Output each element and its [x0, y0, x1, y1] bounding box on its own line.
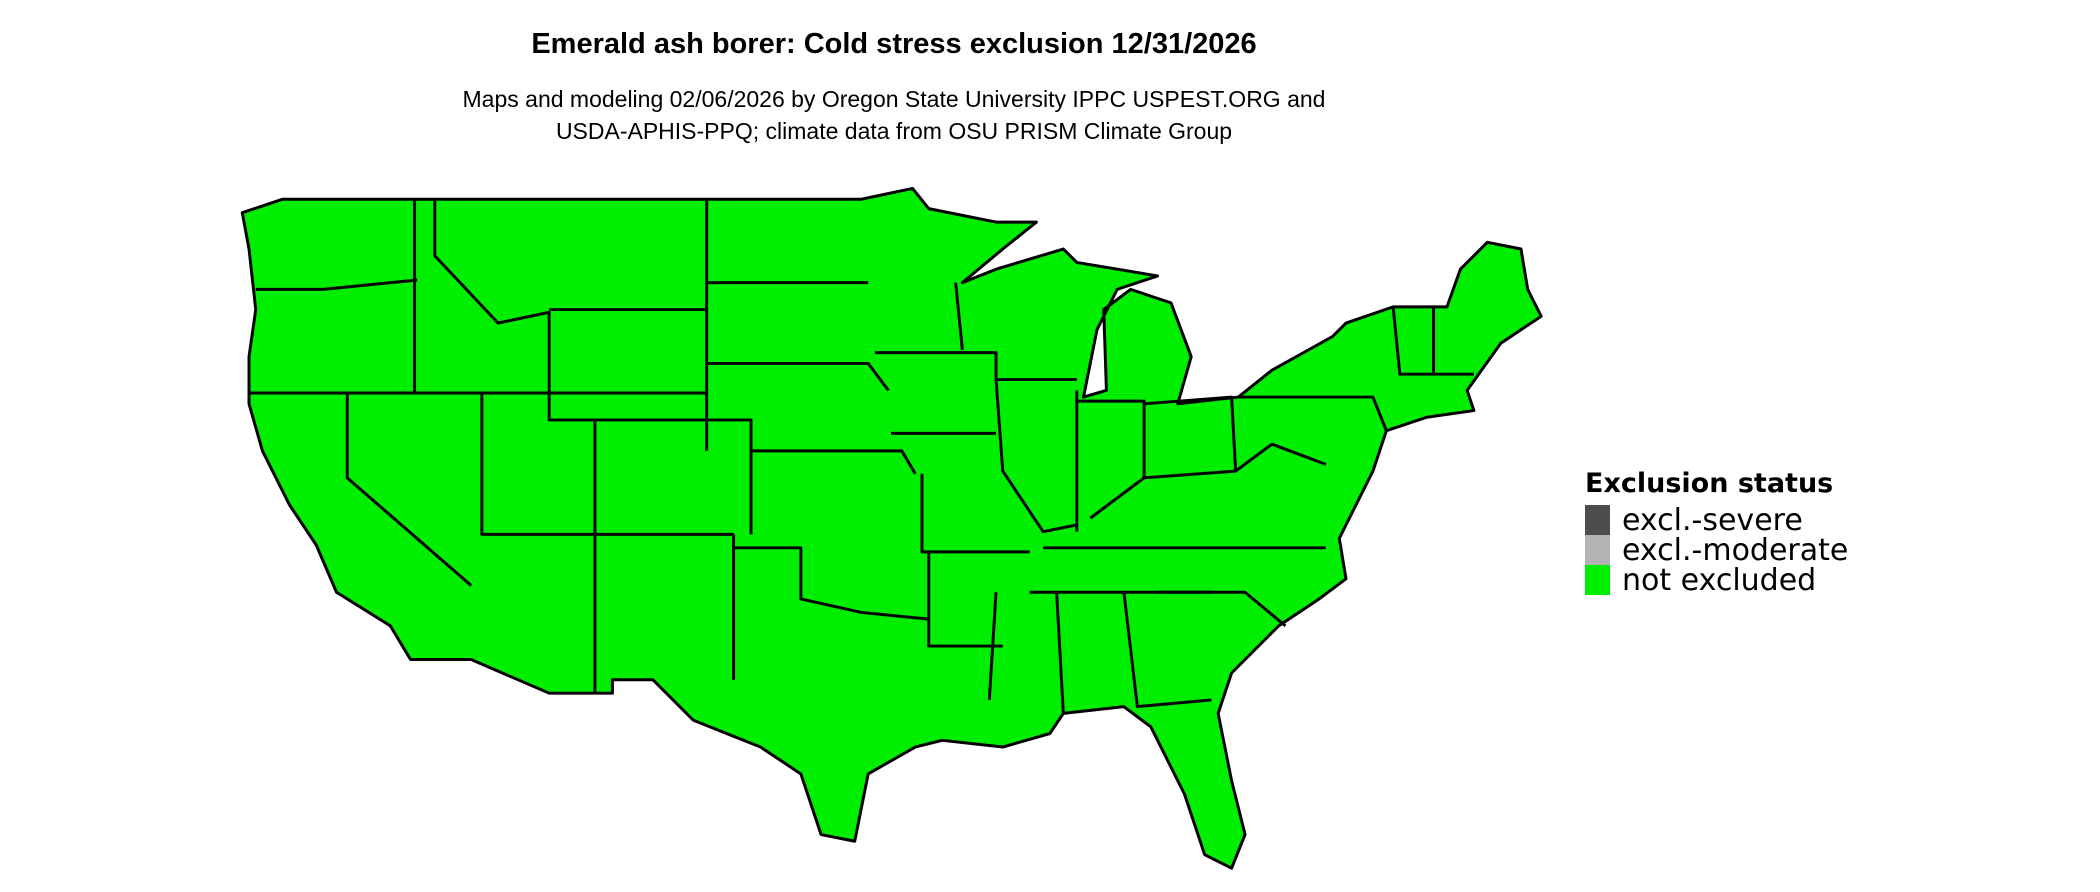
legend-label: excl.-severe	[1622, 502, 1803, 538]
legend-item-moderate: excl.-moderate	[1585, 532, 1849, 568]
legend: Exclusion status excl.-severe excl.-mode…	[1585, 468, 1849, 598]
map-subtitle-line1: Maps and modeling 02/06/2026 by Oregon S…	[462, 86, 1326, 112]
us-outline	[240, 186, 1543, 870]
legend-swatch-moderate	[1585, 535, 1610, 565]
legend-swatch-not-excluded	[1585, 565, 1610, 595]
legend-swatch-severe	[1585, 505, 1610, 535]
map-title: Emerald ash borer: Cold stress exclusion…	[531, 28, 1257, 60]
legend-label: excl.-moderate	[1622, 532, 1849, 568]
map-subtitle-line2: USDA-APHIS-PPQ; climate data from OSU PR…	[555, 118, 1233, 144]
legend-item-severe: excl.-severe	[1585, 502, 1848, 538]
legend-label: not excluded	[1622, 562, 1817, 598]
legend-item-not-excluded: not excluded	[1585, 562, 1848, 598]
state-borders	[249, 199, 1474, 714]
legend-title: Exclusion status	[1585, 468, 1834, 499]
